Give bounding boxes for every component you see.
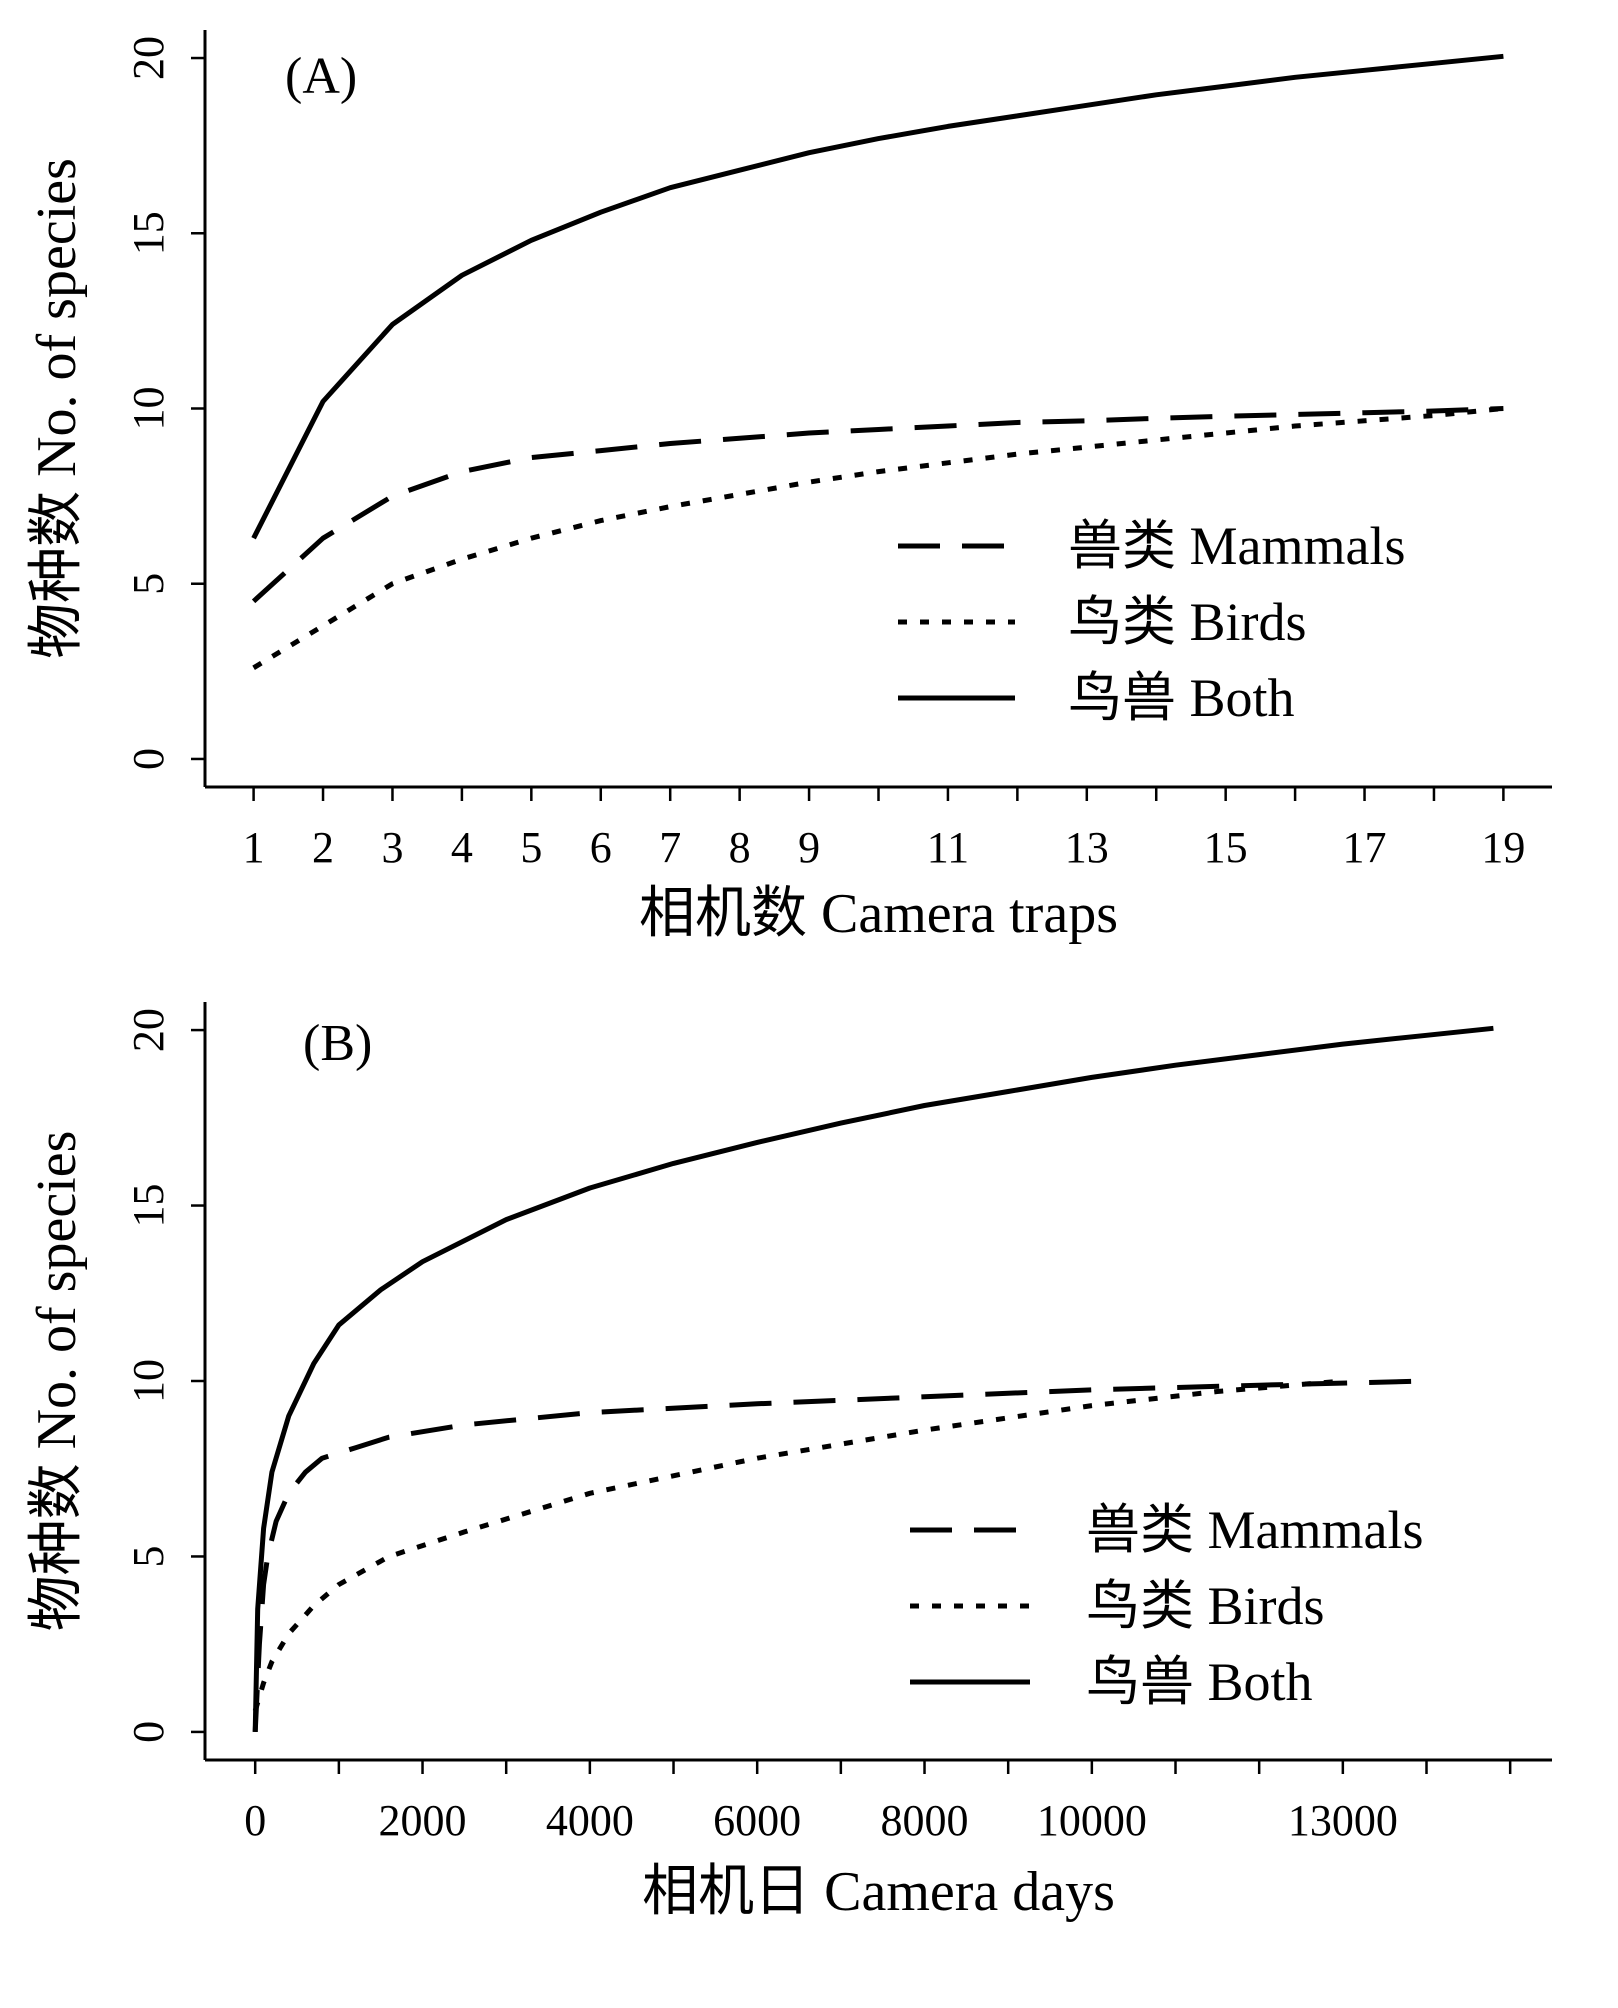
panel-label: (A)	[285, 48, 357, 105]
x-tick-label: 15	[1204, 823, 1248, 872]
x-tick-label: 6000	[713, 1796, 801, 1845]
legend-label: 鸟类 Birds	[1086, 1576, 1325, 1636]
y-tick-label: 10	[124, 1359, 173, 1403]
legend-label: 兽类 Mammals	[1086, 1500, 1423, 1560]
x-tick-label: 10000	[1037, 1796, 1147, 1845]
x-tick-label: 4000	[546, 1796, 634, 1845]
legend-label: 鸟兽 Both	[1086, 1652, 1313, 1712]
y-tick-label: 0	[124, 1721, 173, 1743]
x-tick-label: 6	[590, 823, 612, 872]
x-tick-label: 8000	[881, 1796, 969, 1845]
legend-label: 鸟类 Birds	[1068, 592, 1307, 652]
series-line-dashed	[251, 406, 1504, 604]
x-tick-label: 13	[1065, 823, 1109, 872]
x-tick-label: 8	[729, 823, 751, 872]
x-tick-label: 3	[381, 823, 403, 872]
x-tick-label: 1	[243, 823, 265, 872]
x-tick-label: 19	[1481, 823, 1525, 872]
y-tick-label: 15	[124, 1184, 173, 1228]
series-line-dashed	[252, 1378, 1427, 1733]
series-line-dotted	[252, 1378, 1344, 1712]
series-line-solid	[251, 53, 1504, 540]
legend-label: 鸟兽 Both	[1068, 668, 1295, 728]
x-tick-label: 5	[520, 823, 542, 872]
y-tick-label: 20	[124, 1008, 173, 1052]
x-tick-label: 2	[312, 823, 334, 872]
x-tick-label: 13000	[1288, 1796, 1398, 1845]
panel-label: (B)	[303, 1015, 372, 1072]
x-tick-label: 2000	[379, 1796, 467, 1845]
x-axis-title: 相机数 Camera traps	[639, 883, 1118, 945]
y-tick-label: 15	[124, 211, 173, 255]
y-tick-label: 0	[124, 748, 173, 770]
x-axis-title: 相机日 Camera days	[642, 1861, 1115, 1923]
y-tick-label: 10	[124, 387, 173, 431]
x-tick-label: 9	[798, 823, 820, 872]
x-tick-label: 17	[1343, 823, 1387, 872]
x-tick-label: 4	[451, 823, 473, 872]
y-tick-label: 5	[124, 573, 173, 595]
x-tick-label: 11	[927, 823, 969, 872]
y-axis-title: 物种数 No. of species	[26, 158, 88, 659]
legend-label: 兽类 Mammals	[1068, 516, 1405, 576]
x-tick-label: 0	[244, 1796, 266, 1845]
panel-b: 0 5 10 15 20 0 2000 4000 6000 8000 10000 13000 相机日 C…	[26, 1002, 1552, 1923]
y-axis-title: 物种数 No. of species	[26, 1131, 88, 1632]
y-tick-label: 20	[124, 36, 173, 80]
series-line-solid	[252, 1025, 1494, 1732]
y-tick-label: 5	[124, 1545, 173, 1567]
x-tick-label: 7	[659, 823, 681, 872]
series-line-dotted	[252, 406, 1504, 670]
